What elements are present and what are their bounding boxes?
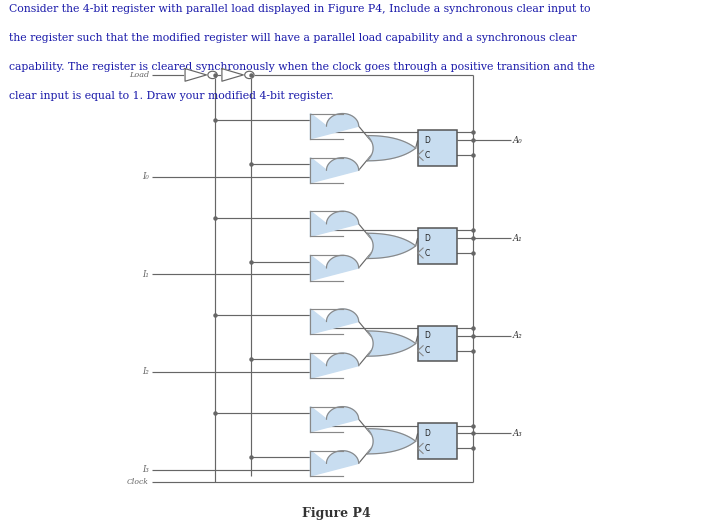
Bar (418, 130, 456, 166)
Polygon shape (367, 429, 416, 454)
Bar (418, 423, 456, 459)
Circle shape (207, 71, 217, 79)
Text: D: D (425, 233, 431, 242)
Polygon shape (367, 233, 416, 259)
Polygon shape (367, 331, 416, 356)
Text: clear input is equal to 1. Draw your modified 4-bit register.: clear input is equal to 1. Draw your mod… (9, 91, 334, 101)
Bar (418, 326, 456, 362)
Text: I₂: I₂ (142, 367, 149, 376)
Text: C: C (425, 444, 430, 453)
Text: I₁: I₁ (142, 270, 149, 279)
Circle shape (245, 71, 254, 79)
Polygon shape (310, 451, 359, 476)
Polygon shape (310, 158, 359, 183)
Text: Figure P4: Figure P4 (302, 507, 371, 520)
Text: D: D (425, 136, 431, 145)
Text: A₁: A₁ (513, 233, 523, 242)
Text: C: C (425, 346, 430, 355)
Text: A₃: A₃ (513, 429, 523, 438)
Text: Load: Load (129, 71, 149, 79)
Text: I₀: I₀ (142, 172, 149, 181)
Polygon shape (310, 256, 359, 280)
Polygon shape (310, 114, 359, 139)
Polygon shape (367, 136, 416, 161)
Text: D: D (425, 429, 431, 438)
Text: Clock: Clock (127, 478, 149, 486)
Polygon shape (310, 309, 359, 334)
Text: A₂: A₂ (513, 331, 523, 340)
Polygon shape (310, 211, 359, 237)
Text: the register such that the modified register will have a parallel load capabilit: the register such that the modified regi… (9, 33, 577, 43)
Polygon shape (222, 69, 243, 81)
Text: C: C (425, 151, 430, 160)
Polygon shape (310, 353, 359, 378)
Text: C: C (425, 249, 430, 258)
Text: D: D (425, 331, 431, 340)
Text: capability. The register is cleared synchronously when the clock goes through a : capability. The register is cleared sync… (9, 62, 595, 72)
Text: A₀: A₀ (513, 136, 523, 145)
Polygon shape (310, 407, 359, 432)
Bar (418, 228, 456, 264)
Polygon shape (185, 69, 207, 81)
Text: I₃: I₃ (142, 465, 149, 474)
Text: Consider the 4-bit register with parallel load displayed in Figure P4, Include a: Consider the 4-bit register with paralle… (9, 4, 591, 14)
